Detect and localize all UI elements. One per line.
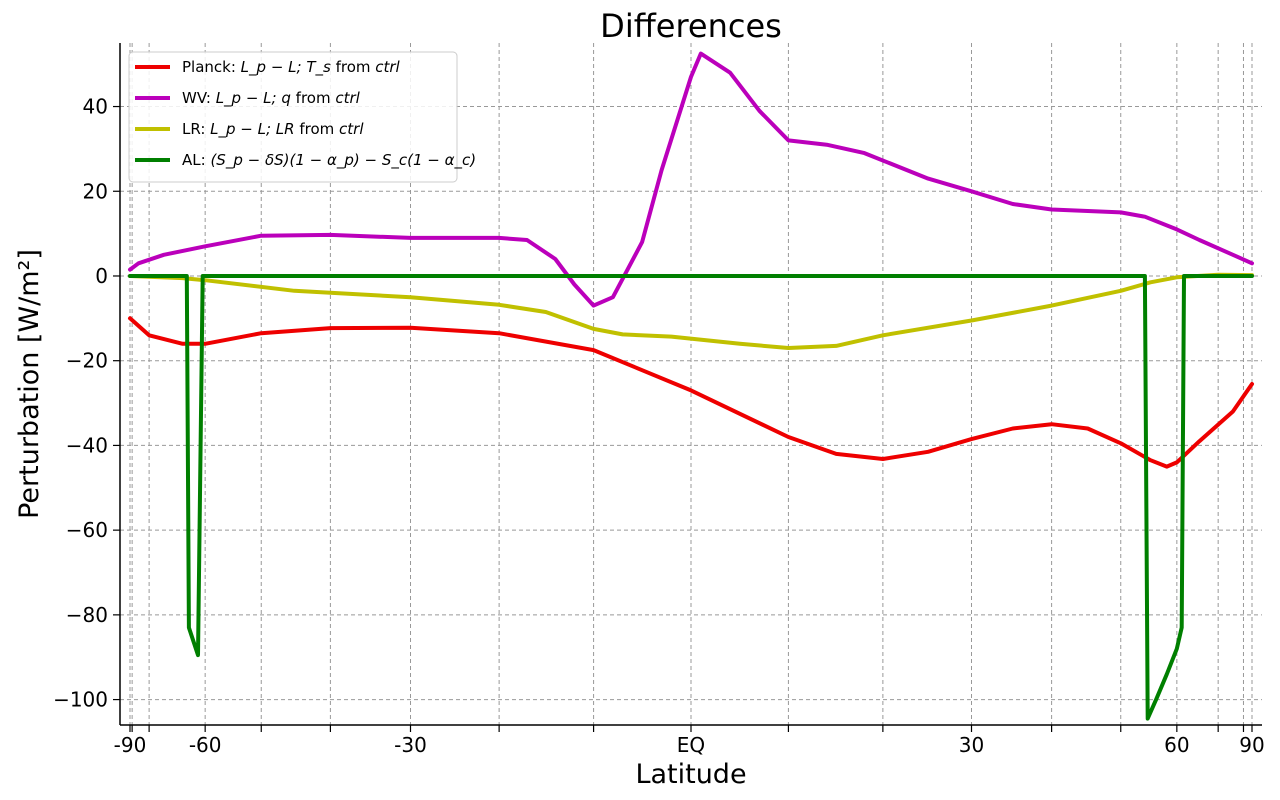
y-tick-label: 20 — [83, 179, 108, 203]
series-lines — [128, 51, 1254, 721]
y-tick-label: −60 — [66, 518, 108, 542]
series-line-al — [128, 274, 1254, 721]
y-tick-label: 40 — [83, 95, 108, 119]
legend-label-planck: Planck: L_p − L; T_s from ctrl — [182, 58, 401, 77]
y-tick-label: −40 — [66, 433, 108, 457]
series-line-planck — [128, 316, 1254, 469]
x-tick-label: -30 — [394, 733, 427, 757]
y-axis-label: Perturbation [W/m²] — [14, 249, 45, 519]
series-line-lr — [128, 272, 1254, 350]
x-tick-label: EQ — [677, 733, 705, 757]
x-tick-label: 60 — [1164, 733, 1189, 757]
x-tick-label: 90 — [1239, 733, 1264, 757]
series-line-wv — [128, 51, 1254, 308]
x-tick-label: 30 — [959, 733, 984, 757]
chart-title: Differences — [600, 7, 782, 45]
legend: Planck: L_p − L; T_s from ctrl WV: L_p − … — [128, 51, 476, 183]
legend-frame — [128, 51, 458, 183]
x-axis-label: Latitude — [635, 759, 746, 790]
legend-label-lr: LR: L_p − L; LR from ctrl — [182, 120, 364, 139]
y-ticks: 40 20 0 −20 −40 −60 −80 −100 — [53, 95, 120, 712]
y-tick-label: 0 — [95, 264, 108, 288]
y-tick-label: −80 — [66, 603, 108, 627]
y-tick-label: −100 — [53, 688, 108, 712]
x-ticks: -90 -60 -30 EQ 30 60 90 — [114, 725, 1265, 757]
legend-label-wv: WV: L_p − L; q from ctrl — [182, 89, 361, 108]
y-tick-label: −20 — [66, 349, 108, 373]
legend-label-al: AL: (S_p − δS)(1 − α_p) − S_c(1 − α_c) — [182, 151, 476, 170]
x-tick-label: -90 — [114, 733, 147, 757]
x-tick-label: -60 — [189, 733, 222, 757]
